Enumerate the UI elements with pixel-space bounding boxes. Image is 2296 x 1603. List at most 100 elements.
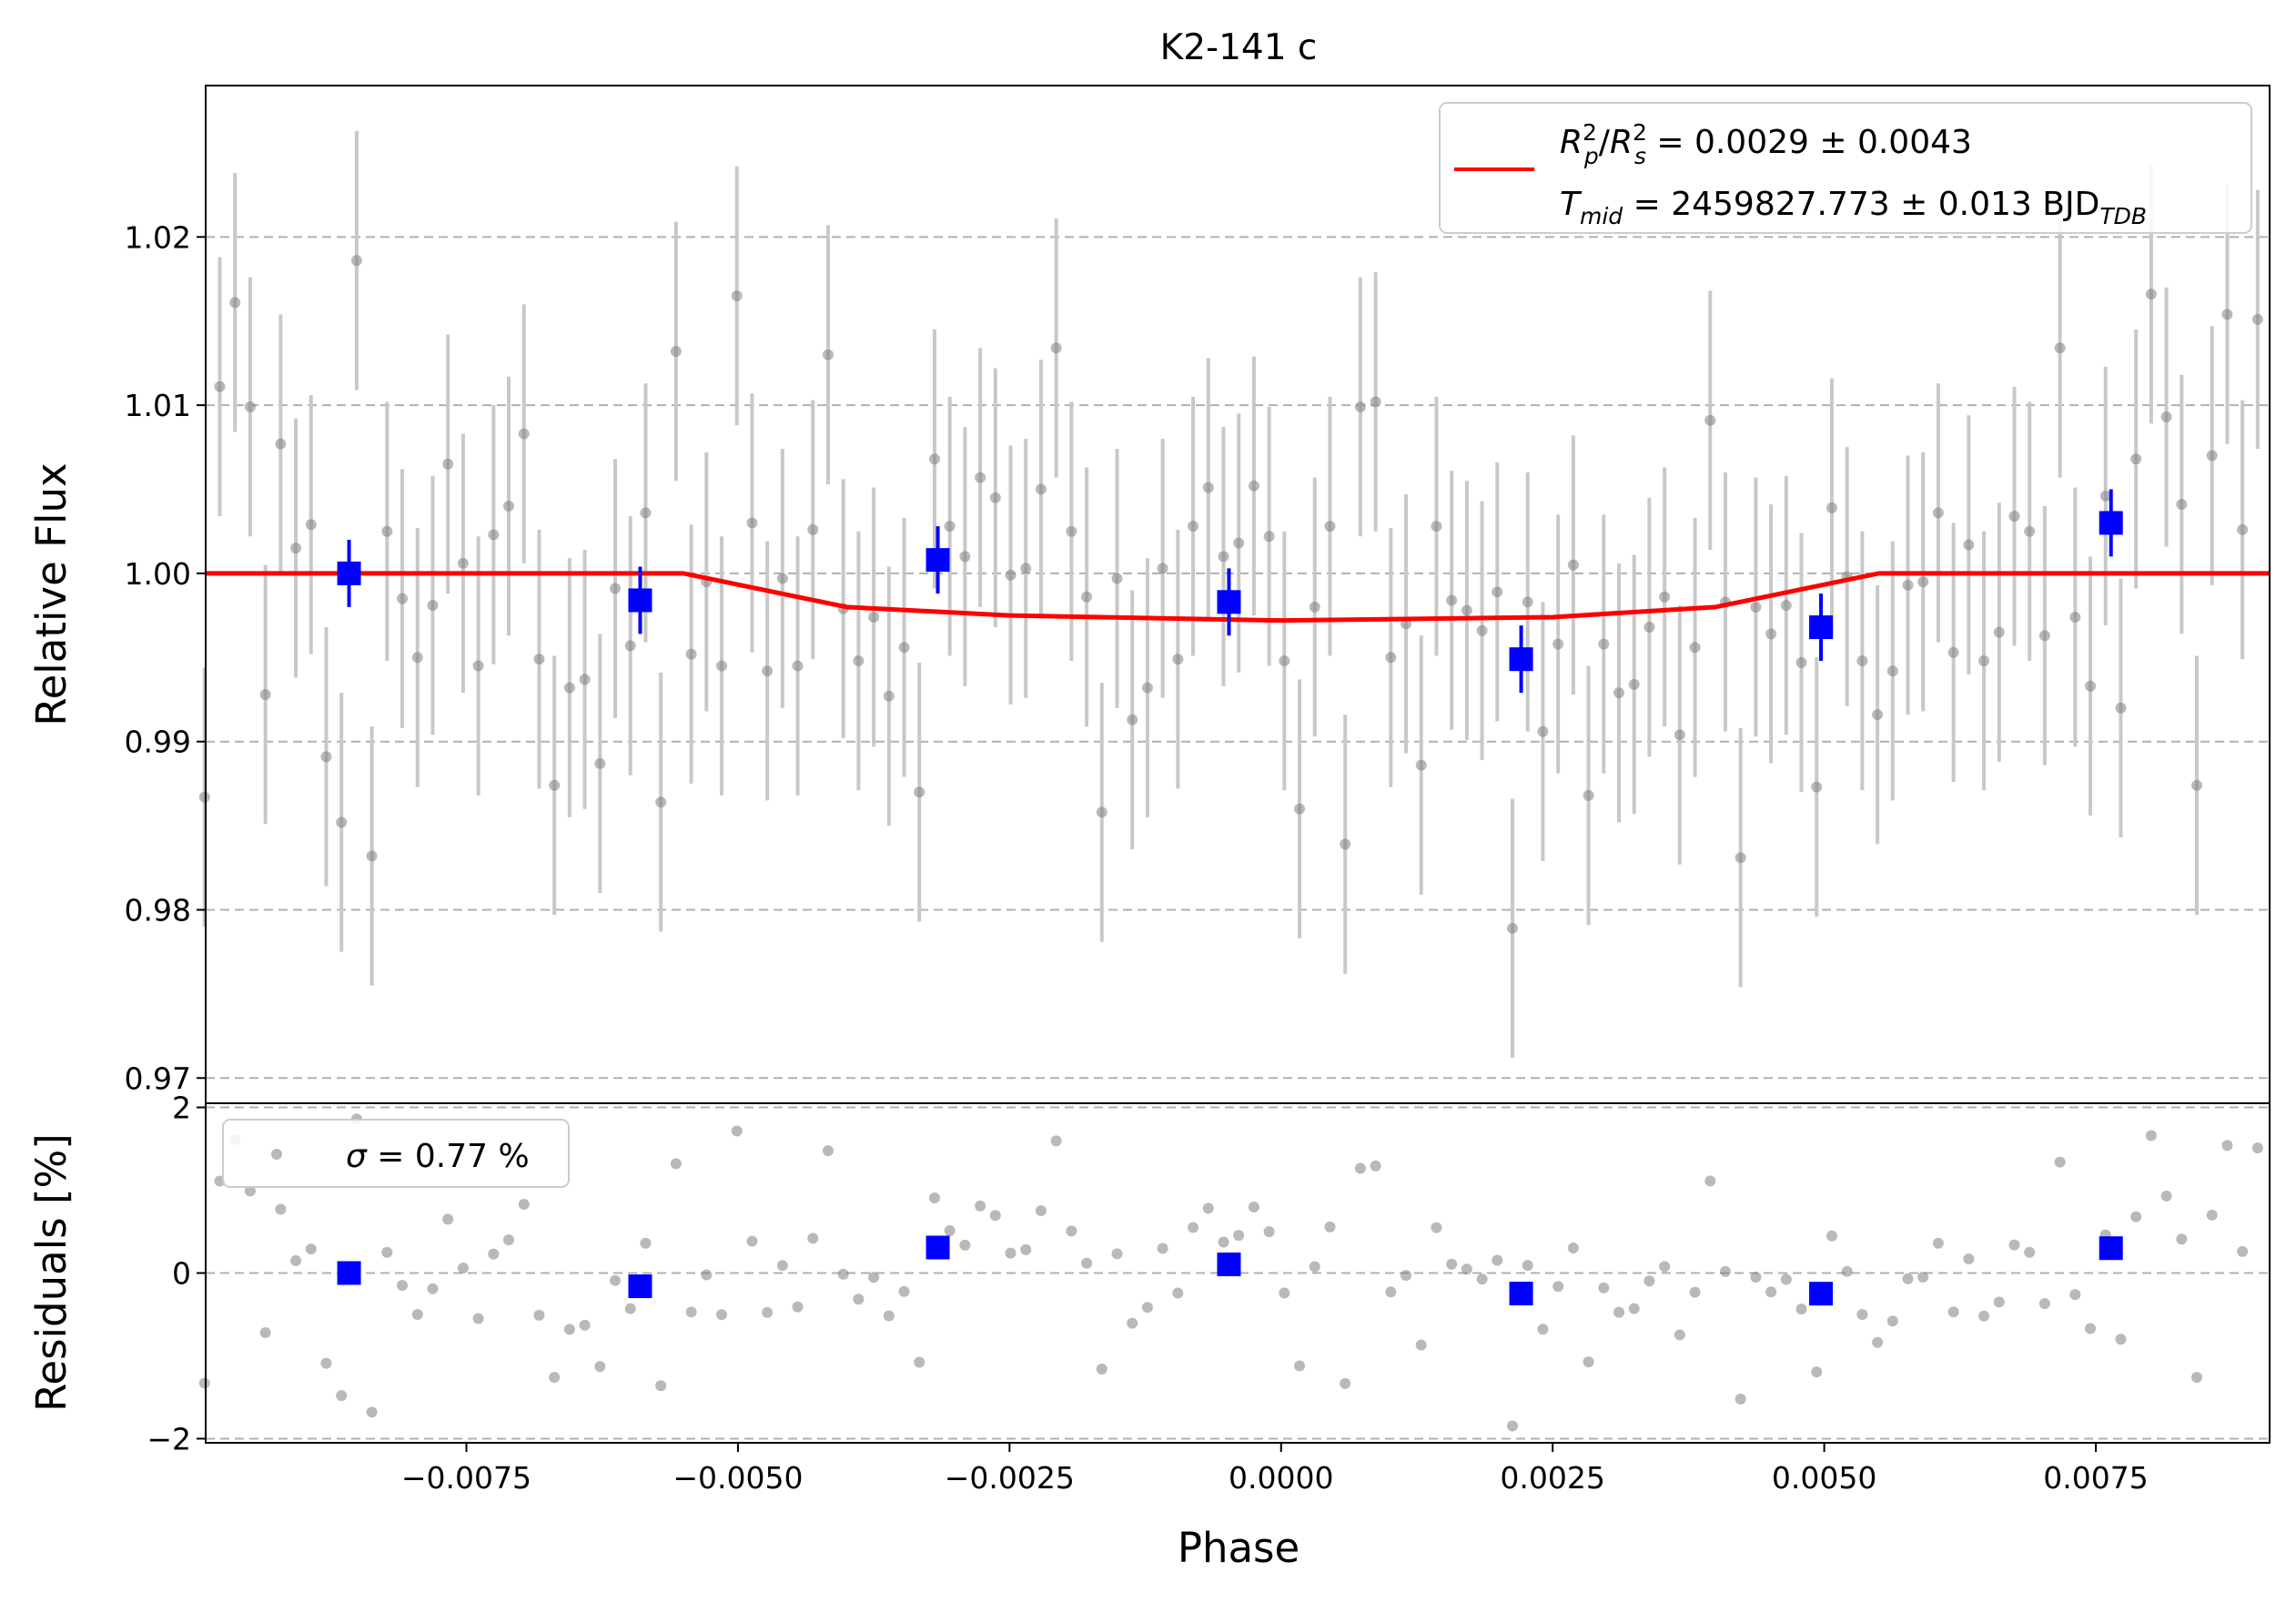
residual-binned-point-2 [925, 1235, 950, 1260]
flux-raw-point-6 [290, 543, 302, 554]
flux-raw-point-12 [381, 525, 393, 537]
residual-raw-point-71 [1279, 1287, 1290, 1299]
residual-raw-point-3 [244, 1185, 256, 1197]
flux-raw-point-89 [1553, 638, 1564, 650]
residual-raw-point-41 [822, 1145, 834, 1157]
flux-raw-point-134 [2237, 523, 2249, 535]
residuals-raw-points [198, 1113, 2263, 1432]
flux-raw-point-86 [1507, 922, 1519, 934]
flux-raw-point-46 [898, 642, 910, 654]
residual-raw-point-43 [853, 1294, 865, 1305]
flux-raw-point-82 [1446, 594, 1458, 606]
sigma-value: = 0.77 % [367, 1138, 530, 1175]
flux-raw-point-77 [1370, 396, 1381, 408]
residual-raw-point-29 [640, 1237, 652, 1249]
x-ticks: −0.0075 −0.0050 −0.0025 0.0000 0.0025 0.0050 0… [401, 1443, 2149, 1496]
flux-raw-point-88 [1537, 725, 1549, 737]
x-tick-label-6: 0.0075 [2043, 1460, 2148, 1496]
flux-raw-point-81 [1431, 521, 1442, 533]
flux-raw-point-23 [549, 779, 561, 791]
residuals-legend-marker [271, 1149, 282, 1160]
residual-raw-point-28 [624, 1303, 636, 1314]
legend-tmid-entry: Tmid = 2459827.773 ± 0.013 BJDTDB [1560, 186, 2147, 229]
residual-raw-point-32 [685, 1306, 697, 1318]
flux-raw-point-7 [305, 519, 317, 531]
residual-raw-point-49 [944, 1224, 956, 1236]
residual-raw-point-129 [2160, 1190, 2172, 1202]
x-axis-label: Phase [1178, 1524, 1300, 1572]
flux-raw-point-75 [1340, 838, 1351, 850]
flux-raw-point-28 [624, 640, 636, 652]
flux-raw-point-111 [1886, 665, 1898, 677]
flux-y-tick-label-3: 1.00 [125, 556, 191, 592]
rp-symbol: R [1560, 124, 1583, 161]
flux-raw-point-64 [1172, 654, 1184, 665]
flux-raw-point-49 [944, 521, 956, 533]
flux-raw-point-114 [1932, 507, 1944, 519]
residual-raw-point-37 [762, 1306, 774, 1318]
residual-raw-point-88 [1537, 1324, 1549, 1335]
flux-raw-point-102 [1750, 601, 1762, 613]
legend-sigma-entry: σ = 0.77 % [346, 1138, 530, 1175]
residual-raw-point-53 [1005, 1247, 1017, 1259]
residual-raw-point-48 [928, 1192, 940, 1203]
flux-binned-point-5 [1809, 615, 1834, 640]
flux-raw-point-53 [1005, 569, 1017, 581]
flux-raw-point-65 [1188, 521, 1199, 533]
residual-raw-point-65 [1188, 1222, 1199, 1233]
flux-raw-point-30 [655, 796, 667, 808]
x-tick-label-1: −0.0050 [673, 1460, 803, 1496]
residual-raw-point-54 [1020, 1243, 1032, 1255]
flux-raw-point-69 [1248, 480, 1259, 492]
residual-raw-point-102 [1750, 1271, 1762, 1283]
residual-raw-point-127 [2130, 1211, 2142, 1223]
residual-binned-point-5 [1809, 1282, 1834, 1306]
residual-raw-point-113 [1917, 1272, 1929, 1283]
flux-raw-point-132 [2206, 450, 2218, 462]
x-tick-label-3: 0.0000 [1229, 1460, 1333, 1496]
residual-raw-point-58 [1081, 1257, 1093, 1269]
residual-raw-point-100 [1719, 1265, 1731, 1277]
flux-raw-point-124 [2085, 680, 2097, 692]
flux-raw-point-131 [2191, 779, 2203, 791]
flux-raw-point-51 [975, 472, 986, 483]
residual-raw-point-9 [336, 1390, 348, 1402]
residual-raw-point-115 [1947, 1306, 1959, 1318]
flux-raw-point-31 [670, 345, 682, 357]
residual-raw-point-55 [1035, 1204, 1047, 1216]
residual-raw-point-14 [411, 1308, 423, 1320]
flux-raw-point-115 [1947, 646, 1959, 658]
flux-raw-point-127 [2130, 453, 2142, 465]
flux-raw-point-37 [762, 665, 774, 677]
flux-raw-point-93 [1613, 687, 1624, 699]
flux-raw-point-48 [928, 453, 940, 465]
flux-raw-point-18 [472, 660, 484, 672]
flux-binned-points [337, 489, 2123, 694]
flux-raw-point-0 [198, 791, 210, 803]
rs-sub: s [1634, 143, 1646, 169]
residual-raw-point-70 [1263, 1226, 1275, 1238]
residual-raw-point-47 [914, 1356, 925, 1368]
flux-raw-point-112 [1902, 579, 1914, 591]
residual-raw-point-46 [898, 1285, 910, 1297]
flux-panel: 0.97 0.98 0.99 1.00 1.01 1.02 Relative Flux R… [27, 85, 2271, 1104]
flux-raw-point-34 [716, 660, 727, 672]
tmid-unit-sub: TDB [2099, 203, 2147, 229]
residual-raw-point-82 [1446, 1258, 1458, 1270]
legend-rp-rs-entry: R2 p/R2 s = 0.0029 ± 0.0043 [1560, 119, 1972, 169]
residual-raw-point-120 [2024, 1246, 2036, 1258]
residual-raw-point-52 [989, 1210, 1001, 1222]
flux-legend-box [1439, 102, 2252, 234]
residual-raw-point-93 [1613, 1306, 1624, 1318]
flux-raw-point-67 [1218, 551, 1229, 563]
flux-raw-point-92 [1598, 638, 1610, 650]
residual-raw-point-131 [2191, 1372, 2203, 1384]
residual-raw-point-75 [1340, 1377, 1351, 1389]
residual-raw-point-126 [2115, 1334, 2127, 1345]
residual-raw-point-94 [1628, 1303, 1640, 1314]
flux-raw-point-9 [336, 817, 348, 828]
flux-raw-point-35 [731, 289, 743, 301]
residual-raw-point-15 [427, 1283, 439, 1294]
rs-symbol: R [1610, 124, 1633, 161]
flux-raw-point-61 [1127, 714, 1138, 725]
